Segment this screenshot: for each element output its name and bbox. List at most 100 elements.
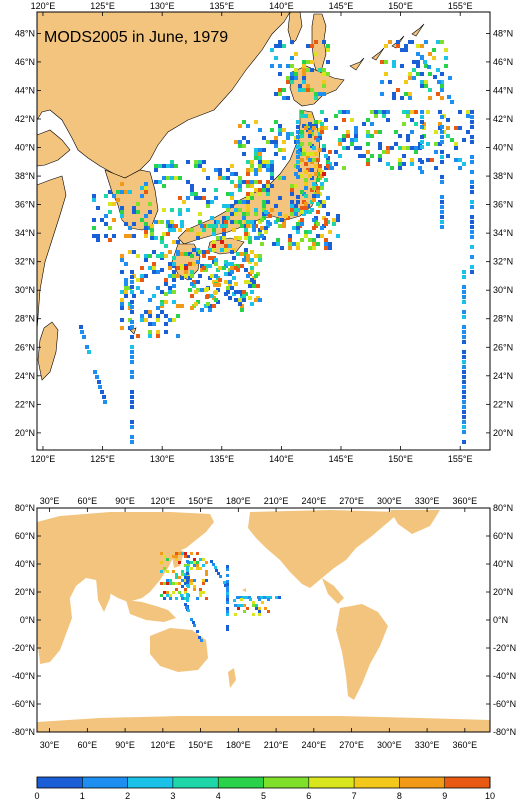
observation-cell [242, 294, 246, 298]
observation-cell [440, 130, 444, 134]
observation-cell [440, 150, 444, 154]
observation-cell [164, 282, 168, 286]
observation-cell [238, 298, 242, 302]
observation-cell [462, 395, 466, 399]
observation-cell [437, 80, 441, 84]
observation-cell [242, 152, 246, 156]
observation-cell [206, 204, 210, 208]
observation-cell [186, 599, 189, 602]
observation-cell [282, 44, 286, 48]
observation-cell [262, 148, 266, 152]
observation-cell [294, 204, 298, 208]
observation-cell [306, 152, 310, 156]
observation-cell [217, 283, 221, 287]
observation-cell [462, 390, 466, 394]
observation-cell [398, 146, 402, 150]
observation-cell [266, 160, 270, 164]
observation-cell [446, 118, 450, 122]
observation-cell [264, 607, 267, 610]
observation-cell [156, 330, 160, 334]
observation-cell [172, 262, 176, 266]
observation-cell [304, 202, 308, 206]
observation-cell [316, 178, 320, 182]
observation-cell [278, 132, 282, 136]
observation-cell [242, 212, 246, 216]
observation-cell [286, 80, 290, 84]
lon-label-top: 360°E [453, 496, 478, 506]
observation-cell [164, 254, 168, 258]
observation-cell [250, 164, 254, 168]
observation-cell [212, 232, 216, 236]
observation-cell [427, 65, 431, 69]
observation-cell [234, 184, 238, 188]
observation-cell [342, 138, 346, 142]
observation-cell [346, 146, 350, 150]
observation-cell [172, 591, 175, 594]
observation-cell [172, 270, 176, 274]
observation-cell [175, 588, 178, 591]
observation-cell [250, 192, 254, 196]
observation-cell [470, 180, 474, 184]
observation-cell [270, 164, 274, 168]
observation-cell [324, 218, 328, 222]
observation-cell [238, 200, 242, 204]
observation-cell [120, 190, 124, 194]
observation-cell [470, 160, 474, 164]
observation-cell [362, 122, 366, 126]
observation-cell [130, 425, 134, 429]
observation-cell [152, 322, 156, 326]
observation-cell [294, 76, 298, 80]
observation-cell [324, 178, 328, 182]
observation-cell [462, 162, 466, 166]
observation-cell [290, 80, 294, 84]
observation-cell [392, 60, 396, 64]
observation-cell [278, 44, 282, 48]
observation-cell [278, 88, 282, 92]
lat-label-right: 80°N [493, 503, 513, 513]
lon-label-bottom: 270°E [339, 740, 364, 750]
observation-cell [160, 552, 163, 555]
observation-cell [130, 280, 134, 284]
observation-cell [322, 204, 326, 208]
observation-cell [160, 220, 164, 224]
observation-cell [104, 214, 108, 218]
observation-cell [258, 298, 262, 302]
observation-cell [132, 234, 136, 238]
observation-cell [314, 152, 318, 156]
observation-cell [270, 48, 274, 52]
observation-cell [334, 126, 338, 130]
observation-cell [462, 430, 466, 434]
observation-cell [184, 603, 187, 606]
observation-cell [320, 130, 324, 134]
observation-cell [175, 558, 178, 561]
observation-cell [186, 581, 189, 584]
observation-cell [326, 196, 330, 200]
lon-label-top: 330°E [415, 496, 440, 506]
observation-cell [466, 114, 470, 118]
lon-label-bottom: 130°E [150, 454, 175, 464]
observation-cell [462, 410, 466, 414]
observation-cell [202, 579, 205, 582]
observation-cell [374, 110, 378, 114]
observation-cell [246, 192, 250, 196]
observation-cell [236, 252, 240, 256]
observation-cell [199, 591, 202, 594]
lat-label-left: 46°N [15, 57, 35, 67]
observation-cell [150, 236, 154, 240]
observation-cell [180, 594, 183, 597]
observation-cell [454, 126, 458, 130]
observation-cell [238, 208, 242, 212]
observation-cell [458, 110, 462, 114]
observation-cell [199, 588, 202, 591]
observation-cell [346, 134, 350, 138]
observation-cell [226, 586, 229, 589]
observation-cell [164, 244, 168, 248]
observation-cell [144, 310, 148, 314]
observation-cell [322, 84, 326, 88]
observation-cell [226, 574, 229, 577]
observation-cell [470, 170, 474, 174]
lon-label-bottom: 125°E [90, 454, 115, 464]
observation-cell [140, 278, 144, 282]
observation-cell [193, 579, 196, 582]
observation-cell [244, 268, 248, 272]
